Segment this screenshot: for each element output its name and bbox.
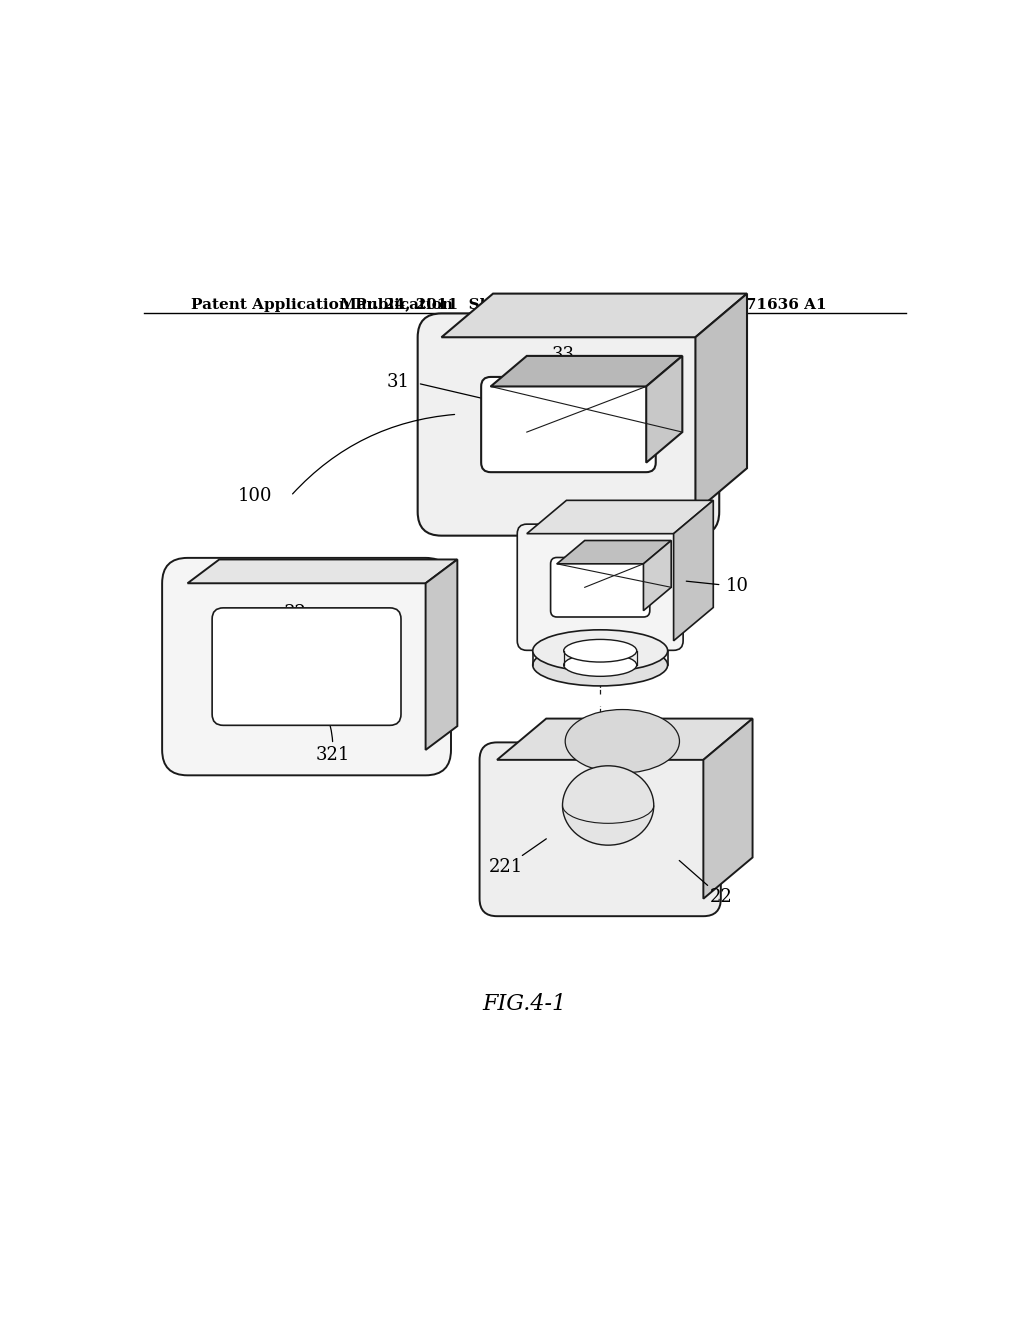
FancyBboxPatch shape (551, 557, 650, 616)
Text: 321: 321 (315, 747, 350, 764)
Polygon shape (646, 356, 682, 462)
Polygon shape (490, 356, 682, 387)
Ellipse shape (562, 766, 653, 845)
Text: US 2011/0071636 A1: US 2011/0071636 A1 (647, 297, 826, 312)
Text: 100: 100 (238, 487, 272, 506)
FancyBboxPatch shape (418, 313, 719, 536)
FancyBboxPatch shape (517, 524, 683, 651)
Text: FIG.4-1: FIG.4-1 (482, 993, 567, 1015)
Polygon shape (441, 293, 748, 337)
Text: Patent Application Publication: Patent Application Publication (191, 297, 454, 312)
Polygon shape (643, 540, 671, 611)
Text: 22: 22 (711, 888, 733, 906)
Text: 21: 21 (539, 640, 561, 659)
Ellipse shape (532, 630, 668, 672)
FancyBboxPatch shape (481, 378, 655, 473)
Polygon shape (674, 500, 714, 640)
Ellipse shape (563, 653, 637, 676)
Text: 32: 32 (284, 603, 306, 622)
Text: Mar. 24, 2011  Sheet 3 of 14: Mar. 24, 2011 Sheet 3 of 14 (341, 297, 582, 312)
Polygon shape (187, 560, 458, 583)
Ellipse shape (532, 644, 668, 686)
Polygon shape (703, 718, 753, 899)
Polygon shape (526, 500, 714, 533)
Polygon shape (497, 718, 753, 760)
Text: 10: 10 (726, 577, 749, 594)
Polygon shape (426, 560, 458, 750)
Text: 221: 221 (488, 858, 523, 875)
Polygon shape (557, 540, 671, 564)
FancyBboxPatch shape (479, 742, 721, 916)
Polygon shape (695, 293, 748, 512)
Ellipse shape (565, 710, 680, 774)
Text: 31: 31 (386, 374, 410, 392)
FancyBboxPatch shape (212, 609, 401, 725)
Ellipse shape (563, 639, 637, 663)
Text: 33: 33 (551, 346, 574, 364)
FancyBboxPatch shape (162, 558, 451, 775)
